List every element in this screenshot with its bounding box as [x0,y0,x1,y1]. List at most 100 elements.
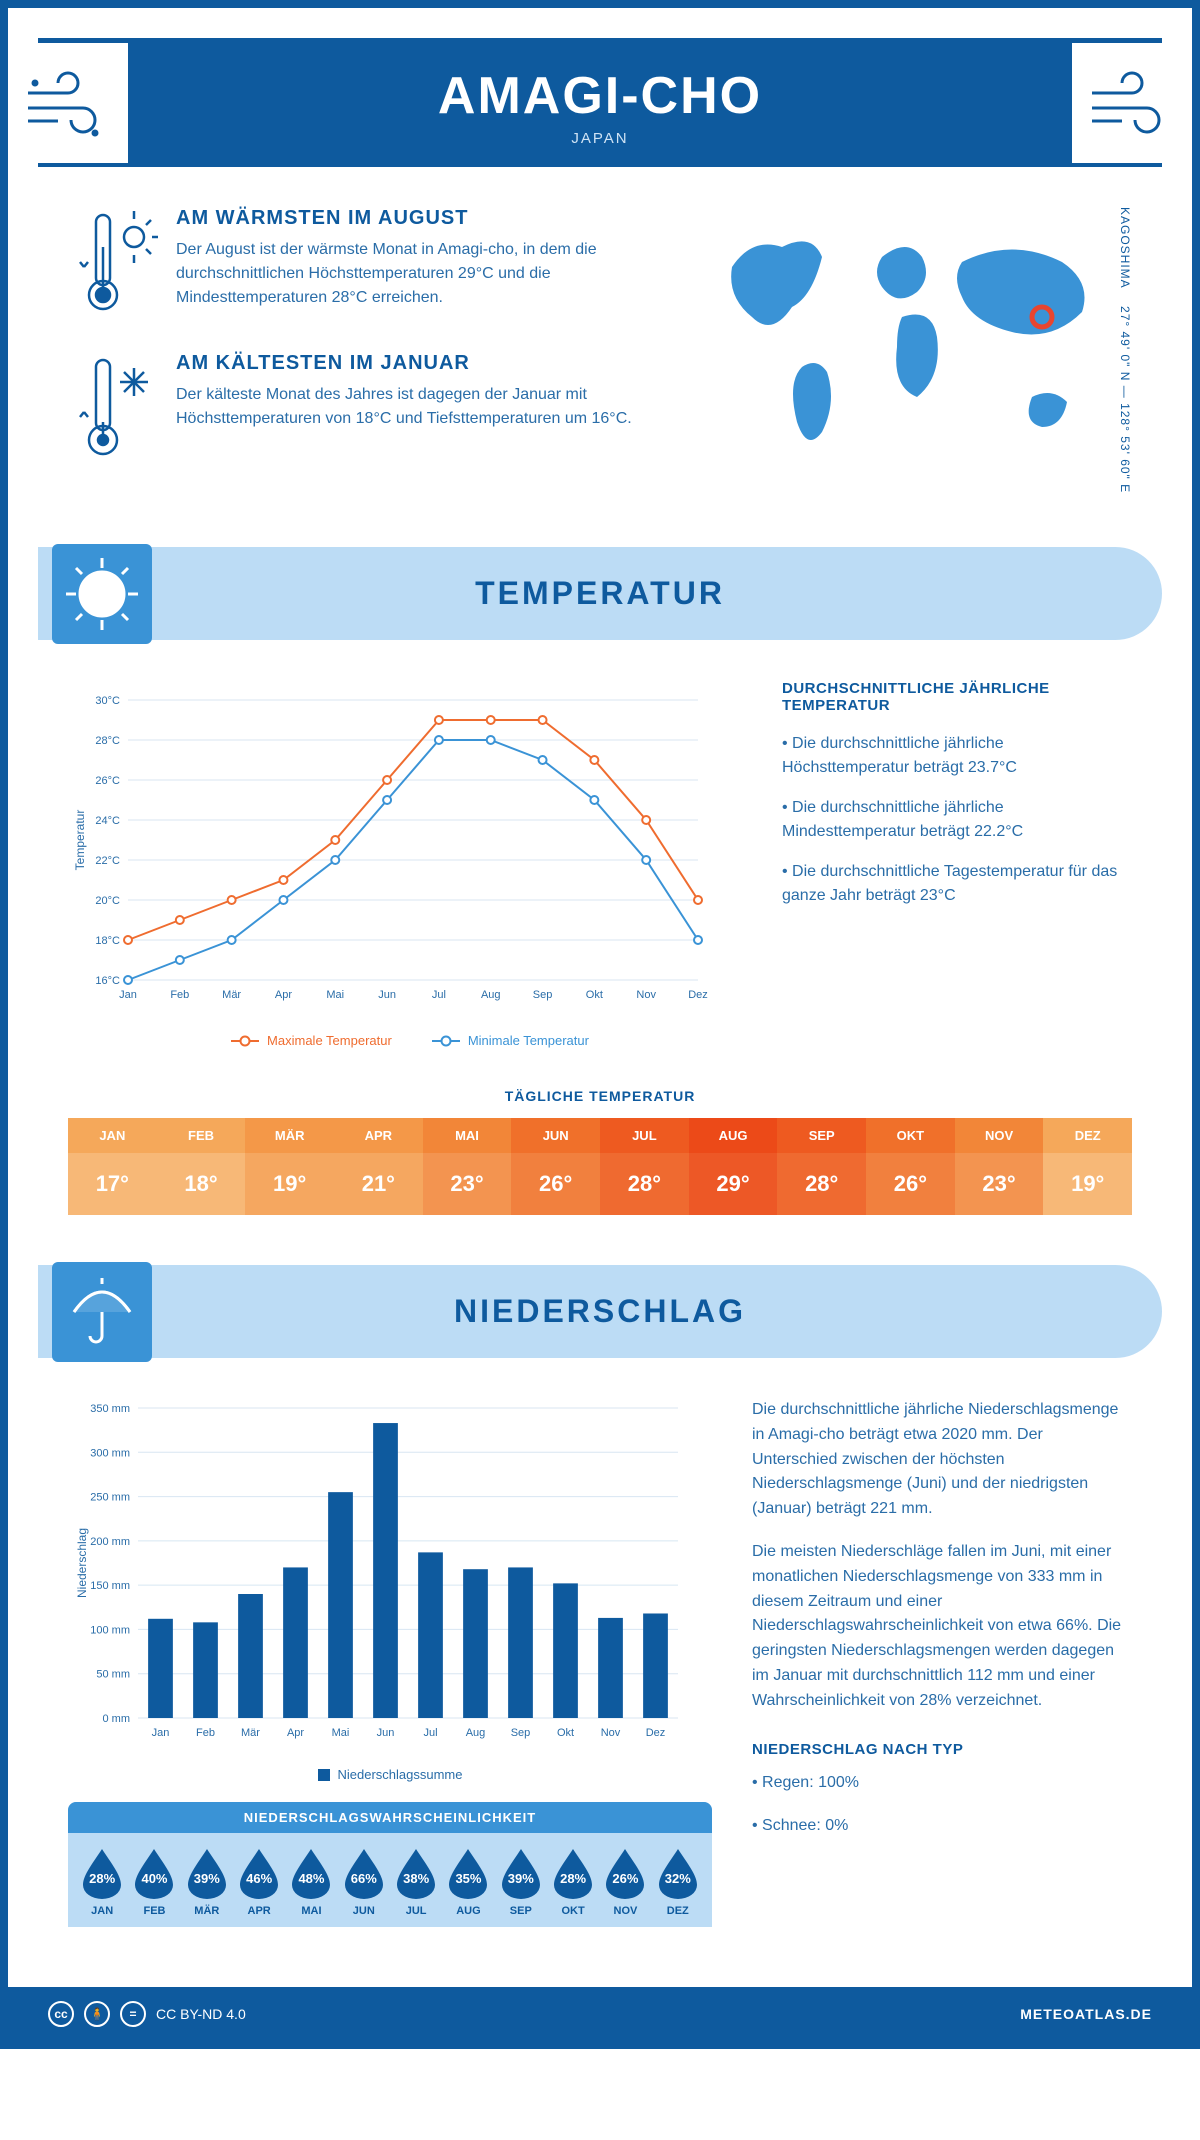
prob-cell: 48% MAI [287,1847,335,1917]
wind-icon [8,43,128,163]
precip-type-item: • Regen: 100% [752,1771,1132,1796]
daily-temp-cell: AUG 29° [689,1118,778,1215]
svg-text:Temperatur: Temperatur [73,810,87,871]
coldest-title: AM KÄLTESTEN IM JANUAR [176,352,662,375]
summary-bullet: • Die durchschnittliche jährliche Mindes… [782,796,1132,844]
svg-text:Niederschlag: Niederschlag [75,1528,89,1598]
intro-text: AM WÄRMSTEN IM AUGUST Der August ist der… [78,207,662,497]
world-map-icon [702,207,1122,467]
thermometer-sun-icon [78,207,158,322]
daily-temp-cell: DEZ 19° [1043,1118,1132,1215]
by-icon: 🧍 [84,2001,110,2027]
coordinates-label: KAGOSHIMA 27° 49' 0" N — 128° 53' 60" E [1118,207,1132,493]
coldest-body: Der kälteste Monat des Jahres ist dagege… [176,383,662,431]
svg-text:18°C: 18°C [95,935,120,947]
svg-text:150 mm: 150 mm [90,1580,130,1592]
thermometer-snow-icon [78,352,158,467]
license-text: CC BY-ND 4.0 [156,2006,246,2022]
svg-text:Jan: Jan [152,1727,170,1739]
precipitation-banner: NIEDERSCHLAG [38,1265,1162,1358]
svg-text:250 mm: 250 mm [90,1492,130,1504]
prob-cell: 38% JUL [392,1847,440,1917]
svg-text:Dez: Dez [646,1727,666,1739]
drop-icon: 39% [186,1847,228,1899]
precip-paragraph: Die meisten Niederschläge fallen im Juni… [752,1540,1132,1714]
daily-temp-cell: APR 21° [334,1118,423,1215]
drop-icon: 66% [343,1847,385,1899]
prob-cell: 66% JUN [340,1847,388,1917]
drop-icon: 26% [604,1847,646,1899]
svg-text:Jul: Jul [432,989,446,1001]
warmest-title: AM WÄRMSTEN IM AUGUST [176,207,662,230]
drop-icon: 39% [500,1847,542,1899]
section-title: TEMPERATUR [38,575,1162,612]
svg-text:Mai: Mai [332,1727,350,1739]
daily-temp-cell: JUL 28° [600,1118,689,1215]
svg-text:30°C: 30°C [95,695,120,707]
footer-site: METEOATLAS.DE [1020,2006,1152,2022]
summary-bullet: • Die durchschnittliche jährliche Höchst… [782,732,1132,780]
daily-temp-cell: SEP 28° [777,1118,866,1215]
legend-max: Maximale Temperatur [231,1033,392,1048]
umbrella-icon [52,1262,152,1362]
page-subtitle: JAPAN [38,130,1162,147]
svg-text:Apr: Apr [287,1727,304,1739]
drop-icon: 28% [81,1847,123,1899]
prob-cell: 26% NOV [601,1847,649,1917]
precip-probability-box: NIEDERSCHLAGSWAHRSCHEINLICHKEIT 28% JAN … [68,1802,712,1927]
svg-text:Dez: Dez [688,989,708,1001]
svg-text:Jun: Jun [378,989,396,1001]
svg-text:300 mm: 300 mm [90,1447,130,1459]
precip-type-heading: NIEDERSCHLAG NACH TYP [752,1738,1132,1761]
svg-text:Feb: Feb [196,1727,215,1739]
svg-text:Jan: Jan [119,989,137,1001]
prob-cell: 28% OKT [549,1847,597,1917]
wind-icon [1072,43,1192,163]
prob-cell: 32% DEZ [654,1847,702,1917]
svg-text:Mär: Mär [222,989,241,1001]
svg-text:Okt: Okt [557,1727,574,1739]
svg-text:Nov: Nov [601,1727,621,1739]
precipitation-bar-chart: 0 mm50 mm100 mm150 mm200 mm250 mm300 mm3… [68,1398,688,1758]
svg-text:200 mm: 200 mm [90,1536,130,1548]
svg-text:Sep: Sep [533,989,553,1001]
header-banner: AMAGI-CHO JAPAN [38,38,1162,167]
temperature-line-chart: 16°C18°C20°C22°C24°C26°C28°C30°CJanFebMä… [68,680,752,1048]
prob-cell: 40% FEB [130,1847,178,1917]
summary-heading: DURCHSCHNITTLICHE JÄHRLICHE TEMPERATUR [782,680,1132,714]
warmest-body: Der August ist der wärmste Monat in Amag… [176,238,662,310]
legend-min: Minimale Temperatur [432,1033,589,1048]
drop-icon: 28% [552,1847,594,1899]
daily-temp-cell: JUN 26° [511,1118,600,1215]
svg-text:Mai: Mai [326,989,344,1001]
svg-text:Aug: Aug [466,1727,486,1739]
nd-icon: = [120,2001,146,2027]
svg-text:24°C: 24°C [95,815,120,827]
svg-text:350 mm: 350 mm [90,1403,130,1415]
precip-type-item: • Schnee: 0% [752,1814,1132,1839]
map-block: KAGOSHIMA 27° 49' 0" N — 128° 53' 60" E [702,207,1122,497]
warmest-block: AM WÄRMSTEN IM AUGUST Der August ist der… [78,207,662,322]
temperature-summary: DURCHSCHNITTLICHE JÄHRLICHE TEMPERATUR •… [782,680,1132,1048]
section-title: NIEDERSCHLAG [38,1293,1162,1330]
svg-text:20°C: 20°C [95,895,120,907]
svg-text:22°C: 22°C [95,855,120,867]
drop-icon: 48% [290,1847,332,1899]
precip-paragraph: Die durchschnittliche jährliche Niedersc… [752,1398,1132,1522]
drop-icon: 32% [657,1847,699,1899]
prob-cell: 28% JAN [78,1847,126,1917]
daily-temp-title: TÄGLICHE TEMPERATUR [8,1088,1192,1104]
svg-text:28°C: 28°C [95,735,120,747]
daily-temp-cell: MÄR 19° [245,1118,334,1215]
svg-text:Okt: Okt [586,989,603,1001]
svg-text:Feb: Feb [170,989,189,1001]
svg-text:Sep: Sep [511,1727,531,1739]
daily-temp-cell: MAI 23° [423,1118,512,1215]
footer-license: cc 🧍 = CC BY-ND 4.0 [48,2001,246,2027]
infographic-frame: AMAGI-CHO JAPAN [0,0,1200,2049]
svg-text:0 mm: 0 mm [103,1713,131,1725]
daily-temp-cell: JAN 17° [68,1118,157,1215]
daily-temp-cell: NOV 23° [955,1118,1044,1215]
prob-cell: 39% SEP [497,1847,545,1917]
svg-text:Nov: Nov [636,989,656,1001]
